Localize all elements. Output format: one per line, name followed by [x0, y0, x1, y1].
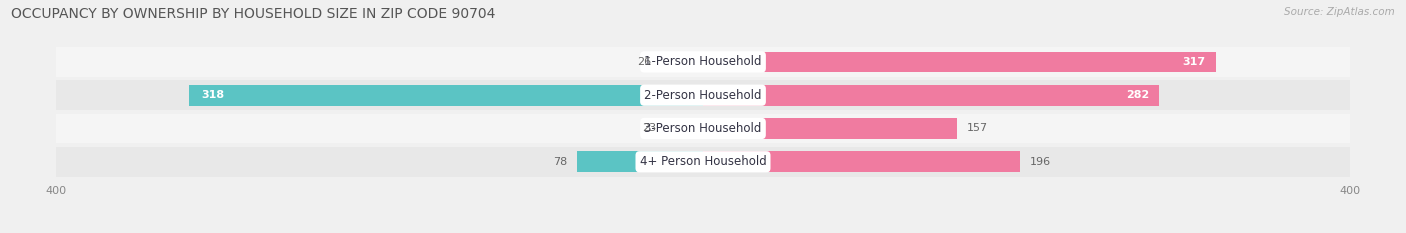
Bar: [56, 80, 1350, 110]
Text: 157: 157: [966, 123, 987, 134]
Bar: [56, 47, 1350, 77]
Text: 196: 196: [1029, 157, 1050, 167]
Text: 4+ Person Household: 4+ Person Household: [640, 155, 766, 168]
Bar: [703, 151, 1019, 172]
Text: 78: 78: [553, 157, 567, 167]
Text: 317: 317: [1182, 57, 1206, 67]
Text: Source: ZipAtlas.com: Source: ZipAtlas.com: [1284, 7, 1395, 17]
Text: 23: 23: [643, 123, 657, 134]
Text: 282: 282: [1126, 90, 1149, 100]
Bar: [661, 51, 703, 72]
Text: 318: 318: [202, 90, 225, 100]
Bar: [188, 85, 703, 106]
Text: 3-Person Household: 3-Person Household: [644, 122, 762, 135]
Legend: Owner-occupied, Renter-occupied: Owner-occupied, Renter-occupied: [571, 229, 835, 233]
Bar: [703, 51, 1216, 72]
Bar: [666, 118, 703, 139]
Bar: [703, 85, 1159, 106]
Text: 26: 26: [637, 57, 651, 67]
Text: 2-Person Household: 2-Person Household: [644, 89, 762, 102]
Bar: [56, 147, 1350, 177]
Bar: [576, 151, 703, 172]
Bar: [56, 113, 1350, 144]
Bar: [703, 118, 957, 139]
Text: 1-Person Household: 1-Person Household: [644, 55, 762, 69]
Text: OCCUPANCY BY OWNERSHIP BY HOUSEHOLD SIZE IN ZIP CODE 90704: OCCUPANCY BY OWNERSHIP BY HOUSEHOLD SIZE…: [11, 7, 496, 21]
